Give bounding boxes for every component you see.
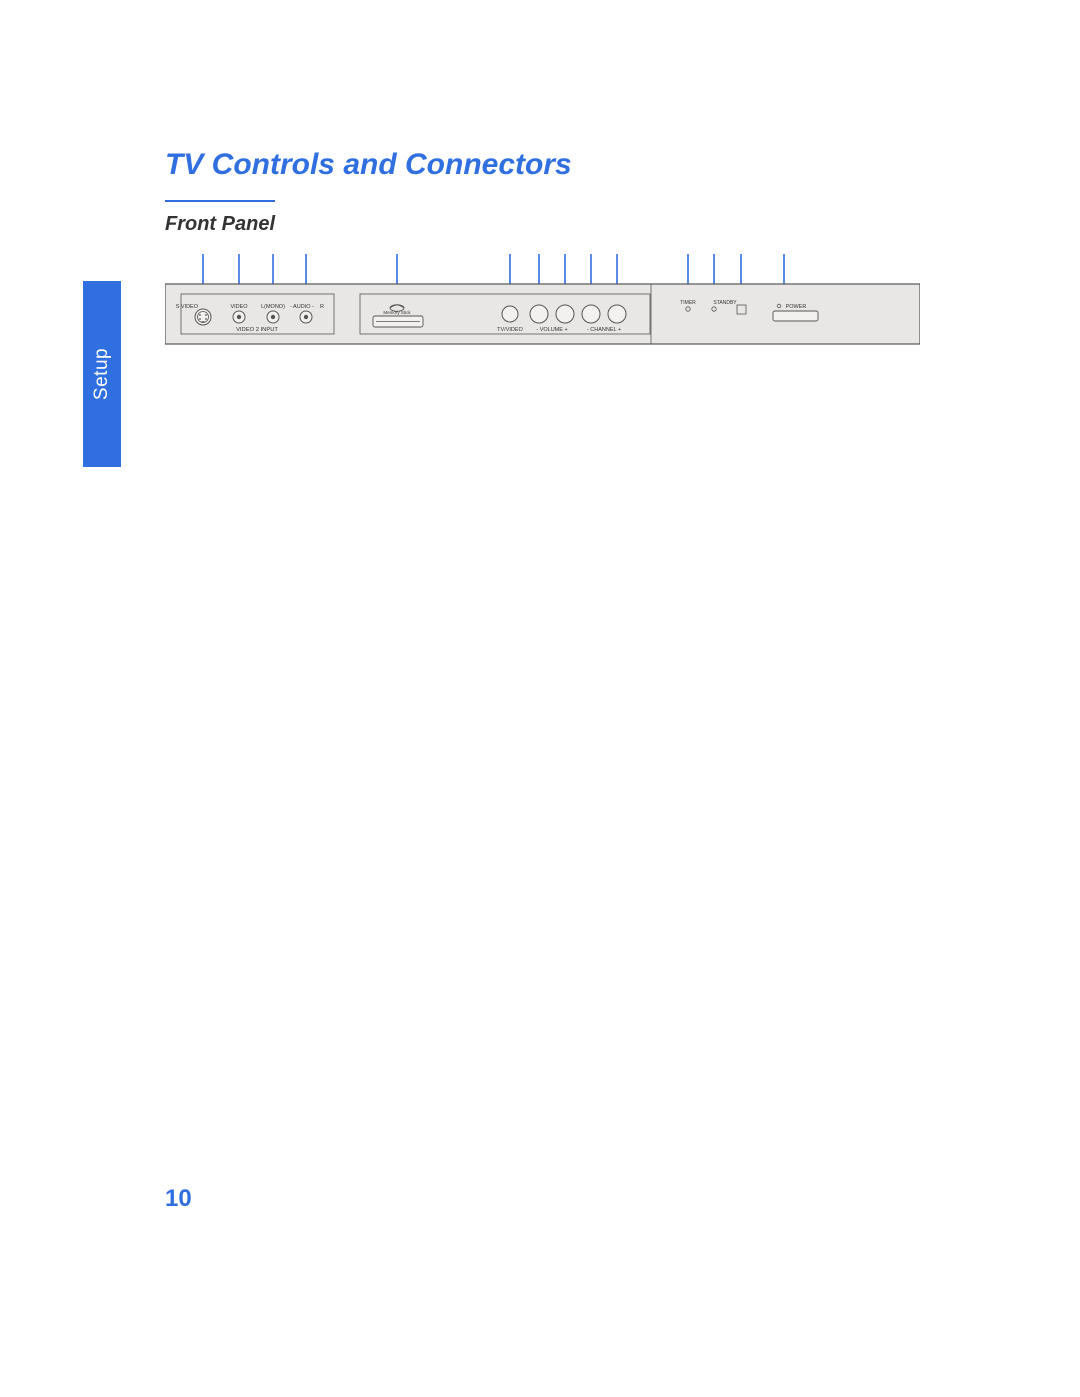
label-tv-video: TV/VIDEO <box>497 327 523 333</box>
side-tab: Setup <box>83 281 121 467</box>
label-audio-dash: - AUDIO - <box>290 304 314 310</box>
label-standby: STANDBY <box>713 300 737 306</box>
label-audio-r: R <box>320 304 324 310</box>
label-power: POWER <box>786 304 807 310</box>
section-subtitle: Front Panel <box>165 213 275 236</box>
label-video2-input: VIDEO 2 INPUT <box>236 327 278 333</box>
label-timer: TIMER <box>680 300 696 306</box>
label-video: VIDEO <box>230 304 248 310</box>
page-number: 10 <box>165 1185 192 1213</box>
power-button[interactable] <box>773 311 818 321</box>
page-title: TV Controls and Connectors <box>165 148 572 182</box>
label-audio-l: L(MONO) <box>261 304 285 310</box>
side-tab-label: Setup <box>91 348 113 400</box>
label-channel: - CHANNEL + <box>587 327 621 333</box>
label-s-video: S VIDEO <box>176 304 199 310</box>
front-panel-diagram: S VIDEO VIDEO L(MONO) - AUDIO - R VIDEO … <box>165 254 920 354</box>
label-volume: - VOLUME + <box>536 327 567 333</box>
label-memory-stick: Memory Stick <box>383 310 411 315</box>
page: TV Controls and Connectors Front Panel S… <box>0 0 1080 1397</box>
title-rule <box>165 200 275 202</box>
